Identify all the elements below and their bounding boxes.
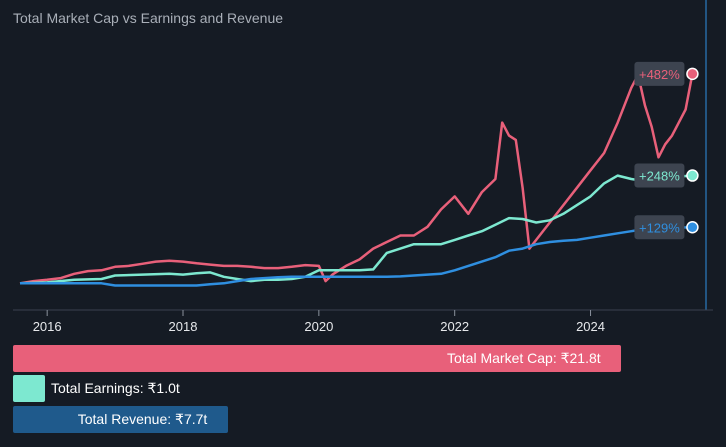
- end-label-earnings: +248%: [634, 163, 685, 188]
- chart-title: Total Market Cap vs Earnings and Revenue: [13, 10, 284, 26]
- end-label-revenue: +129%: [634, 215, 685, 240]
- total-bar-total-market-cap: [13, 345, 621, 372]
- end-dot-market-cap: [686, 67, 699, 81]
- x-tick-label-2018: 2018: [169, 319, 198, 334]
- x-tick-label-2016: 2016: [33, 319, 62, 334]
- end-label-box: [634, 163, 685, 188]
- end-label-box: [634, 215, 685, 240]
- series-line-earnings: [19, 174, 693, 285]
- end-dot-earnings: [686, 169, 699, 182]
- end-label-text: +129%: [639, 220, 680, 235]
- total-label-total-revenue: Total Revenue: ₹7.7t: [77, 411, 208, 427]
- end-label-text: +248%: [639, 169, 680, 184]
- x-axis-ticks: 2016 2018 2020 2022 2024: [33, 310, 605, 334]
- end-label-text: +482%: [639, 67, 680, 82]
- end-label-market-cap: +482%: [634, 61, 685, 86]
- series-line-market-cap: [19, 73, 694, 285]
- total-bar-total-revenue: [13, 406, 228, 433]
- line-chart: 2016 2018 2020 2022 2024 +482% +248% +129%: [13, 0, 713, 334]
- end-dot-revenue: [686, 221, 699, 234]
- total-bar-total-earnings: [13, 375, 45, 402]
- x-tick-label-2024: 2024: [576, 319, 605, 334]
- total-label-total-earnings: Total Earnings: ₹1.0t: [51, 380, 180, 396]
- end-labels: +482% +248% +129%: [634, 61, 699, 240]
- x-tick-label-2020: 2020: [304, 319, 333, 334]
- total-label-total-market-cap: Total Market Cap: ₹21.8t: [447, 350, 601, 366]
- x-tick-label-2022: 2022: [440, 319, 469, 334]
- series-line-revenue: [20, 226, 693, 287]
- end-label-box: [634, 61, 685, 86]
- series-lines: [19, 73, 694, 287]
